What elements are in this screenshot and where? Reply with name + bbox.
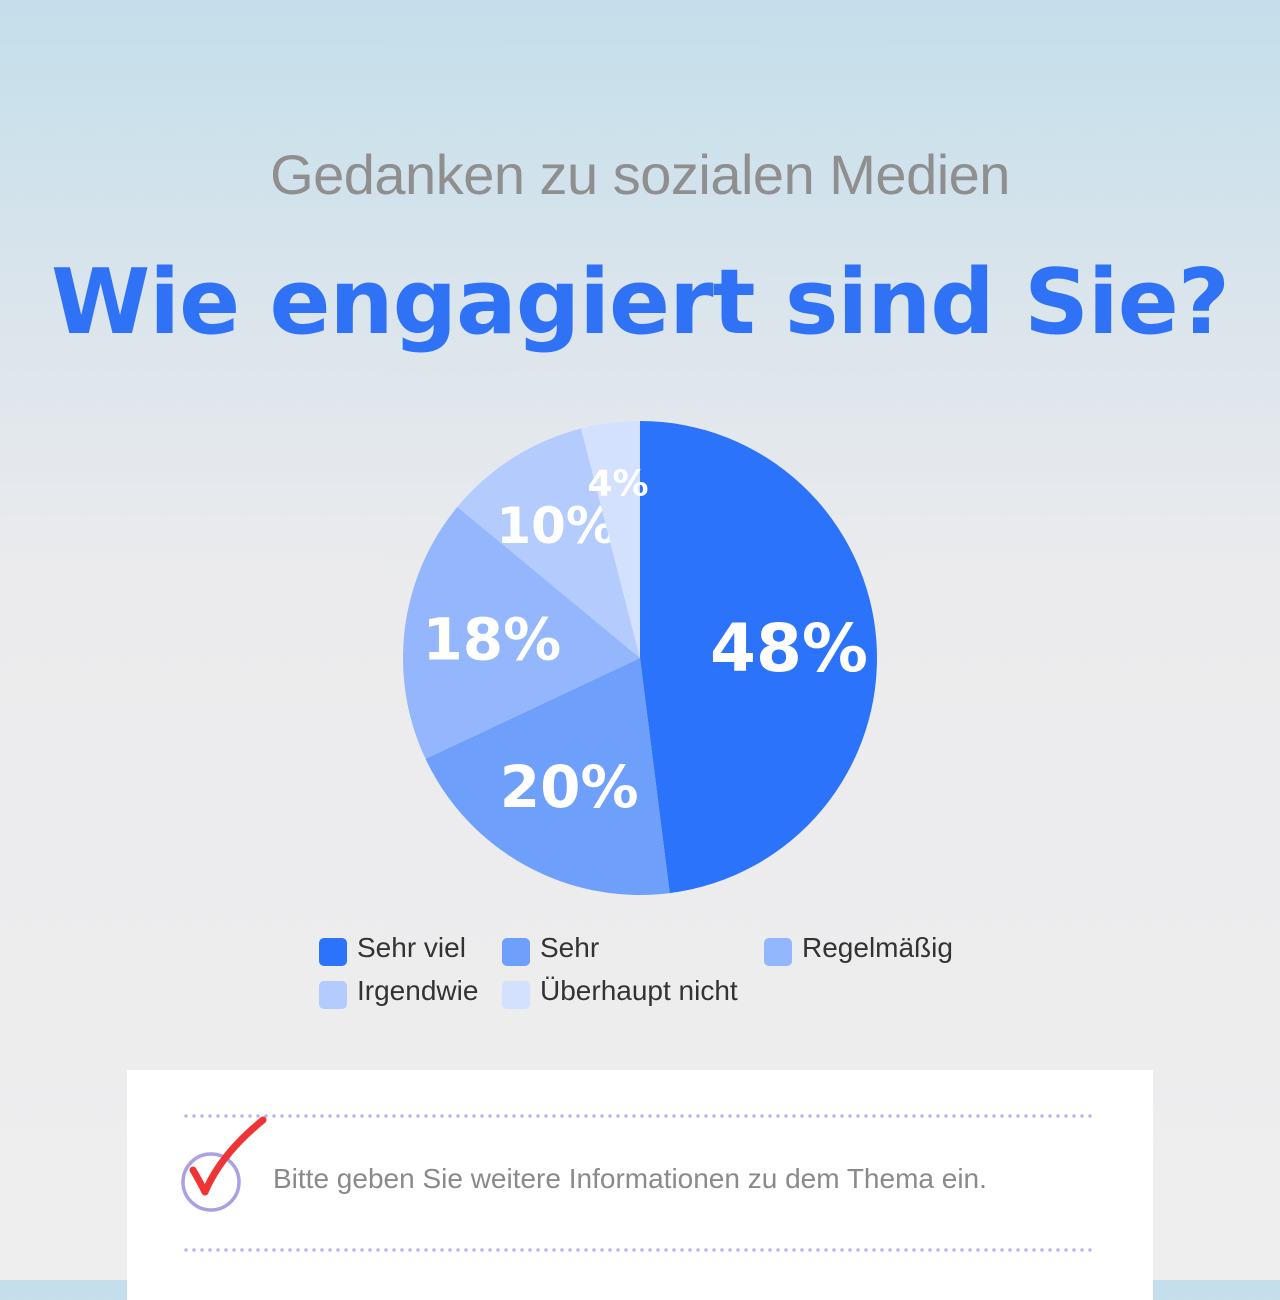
legend-label: Sehr viel — [357, 932, 466, 963]
pie-slice-sehr-viel — [640, 421, 877, 894]
legend-swatch — [319, 938, 347, 966]
dotted-divider — [182, 1114, 1094, 1118]
legend-label: Regelmäßig — [802, 932, 953, 963]
legend-label: Sehr — [540, 932, 600, 963]
legend-item-ueberhaupt-nicht: Überhaupt nicht — [502, 975, 738, 1009]
subtitle: Gedanken zu sozialen Medien — [270, 143, 1010, 206]
checkmark-icon — [177, 1114, 267, 1214]
pie-label: 18% — [422, 605, 561, 673]
legend-item-regelmaessig: Regelmäßig — [764, 932, 953, 966]
legend-item-irgendwie: Irgendwie — [319, 975, 479, 1009]
pie-label: 48% — [710, 610, 868, 687]
page-title: Wie engagiert sind Sie? — [51, 250, 1230, 355]
pie-slice-regelmäßig — [402, 506, 640, 759]
legend-swatch — [502, 981, 530, 1009]
dotted-divider — [182, 1248, 1094, 1252]
legend-item-sehr-viel: Sehr viel — [319, 932, 466, 966]
pie-label: 20% — [500, 753, 639, 821]
info-note: Bitte geben Sie weitere Informationen zu… — [273, 1163, 987, 1194]
legend-swatch — [764, 938, 792, 966]
legend-swatch — [502, 938, 530, 966]
pie-slice-irgendwie — [457, 428, 640, 658]
pie-label: 10% — [496, 497, 616, 555]
legend-item-sehr: Sehr — [502, 932, 600, 966]
legend-label: Überhaupt nicht — [540, 975, 738, 1006]
pie-slice-sehr — [425, 658, 670, 895]
info-card: Bitte geben Sie weitere Informationen zu… — [127, 1070, 1153, 1300]
pie-label: 4% — [587, 464, 648, 505]
legend-label: Irgendwie — [357, 975, 479, 1006]
pie-slice-überhaupt-nicht — [581, 421, 640, 658]
legend-swatch — [319, 981, 347, 1009]
